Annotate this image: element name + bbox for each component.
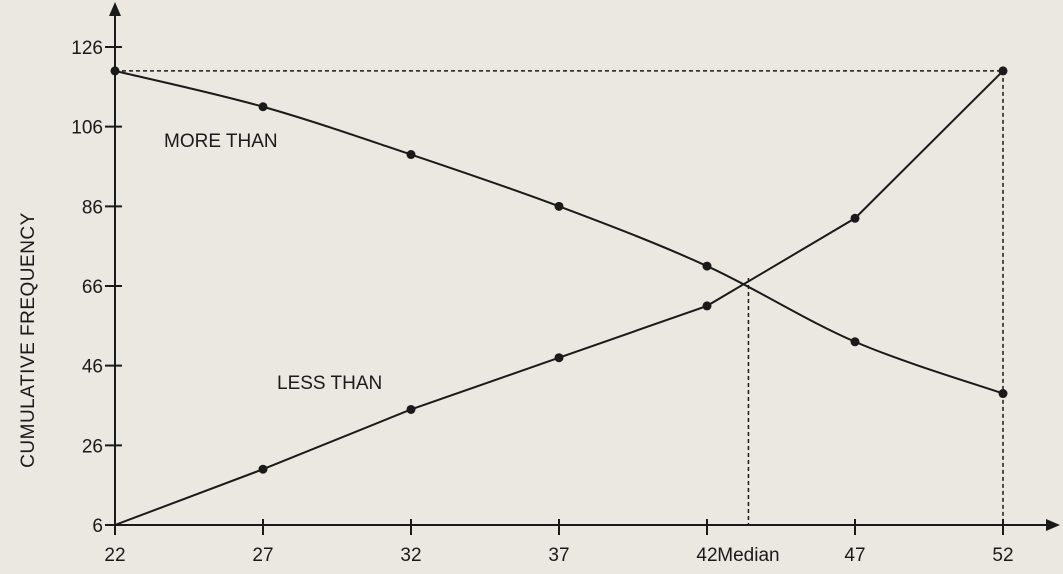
x-tick-label: 32 xyxy=(400,545,421,566)
data-point-more-than xyxy=(406,150,416,160)
more-than-label: MORE THAN xyxy=(164,131,278,152)
y-axis-ticks: 6 26 46 66 86 106 126 xyxy=(71,38,122,537)
x-tick-label: 37 xyxy=(548,545,569,566)
series-more-than xyxy=(110,66,1008,399)
x-tick-label: 52 xyxy=(992,545,1013,566)
y-axis-label: CUMULATIVE FREQUENCY xyxy=(18,212,39,468)
data-point-more-than xyxy=(702,261,712,271)
x-tick-label: 22 xyxy=(104,545,125,566)
x-tick-label: 47 xyxy=(844,545,865,566)
less-than-label: LESS THAN xyxy=(277,373,382,394)
median-label: Median xyxy=(717,545,779,566)
data-point-more-than xyxy=(998,389,1008,399)
guide-lines xyxy=(115,70,1004,525)
y-tick-label: 6 xyxy=(92,516,103,537)
y-tick-label: 26 xyxy=(82,436,103,457)
x-axis-arrow xyxy=(1046,519,1060,531)
data-point-more-than xyxy=(850,337,860,347)
data-point-less-than xyxy=(406,404,416,414)
series-line-more-than xyxy=(114,69,1004,395)
y-axis-arrow xyxy=(109,2,121,16)
data-point-more-than xyxy=(110,66,120,76)
data-point-more-than xyxy=(554,201,564,211)
data-point-more-than xyxy=(258,102,268,112)
data-point-less-than xyxy=(258,464,268,474)
data-point-less-than xyxy=(702,301,712,311)
y-tick-label: 86 xyxy=(82,197,103,218)
data-point-less-than xyxy=(998,66,1008,76)
axes xyxy=(109,2,1060,531)
y-tick-label: 66 xyxy=(82,277,103,298)
data-point-less-than xyxy=(850,213,860,223)
x-tick-label: 42 xyxy=(696,545,717,566)
x-axis-ticks: 22 27 32 37 42 47 52 xyxy=(104,519,1014,566)
y-tick-label: 46 xyxy=(82,357,103,378)
x-tick-label: 27 xyxy=(252,545,273,566)
data-point-less-than xyxy=(554,353,564,363)
series-less-than xyxy=(114,66,1008,526)
y-tick-label: 106 xyxy=(71,118,103,139)
y-tick-label: 126 xyxy=(71,38,103,59)
